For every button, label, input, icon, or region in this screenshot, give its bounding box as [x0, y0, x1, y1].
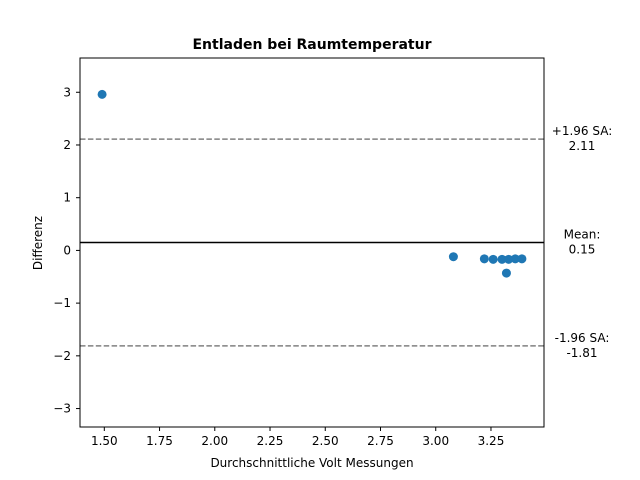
x-tick-label-5: 2.75: [367, 434, 394, 448]
y-tick-label-0: −3: [53, 402, 71, 416]
x-tick-label-4: 2.50: [312, 434, 339, 448]
data-point-3: [488, 254, 498, 264]
data-point-8: [517, 254, 527, 264]
line-annotation-1-0: Mean:: [564, 228, 601, 242]
y-tick-label-5: 2: [63, 138, 71, 152]
x-tick-label-7: 3.25: [478, 434, 505, 448]
y-tick-label-1: −2: [53, 349, 71, 363]
x-tick-label-2: 2.00: [201, 434, 228, 448]
y-axis-label: Differenz: [31, 216, 45, 270]
x-axis-ticks: 1.50 1.75 2.00 2.25 2.50 2.75 3.00 3.25: [91, 427, 504, 448]
plot-frame: [79, 57, 545, 428]
x-tick-label-6: 3.00: [422, 434, 449, 448]
y-tick-label-6: 3: [63, 85, 71, 99]
line-annotation-2-0: -1.96 SA:: [555, 331, 610, 345]
data-point-7: [510, 254, 520, 264]
y-tick-label-3: 0: [63, 243, 71, 257]
y-tick-label-2: −1: [53, 296, 71, 310]
reference-lines: [80, 138, 544, 347]
data-point-1: [448, 252, 458, 262]
y-axis-ticks: −3 −2 −1 0 1 2 3: [53, 85, 80, 416]
data-point-5: [501, 268, 511, 278]
chart-title: Entladen bei Raumtemperatur: [192, 37, 431, 53]
data-point-6: [504, 254, 514, 264]
x-tick-label-3: 2.25: [257, 434, 284, 448]
line-annotation-2-1: -1.81: [566, 346, 597, 360]
x-tick-label-1: 1.75: [146, 434, 173, 448]
line-annotation-0-0: +1.96 SA:: [552, 124, 612, 138]
data-point-0: [97, 89, 107, 99]
data-point-4: [497, 254, 507, 264]
x-axis-label: Durchschnittliche Volt Messungen: [210, 456, 413, 470]
y-tick-label-4: 1: [63, 191, 71, 205]
x-tick-label-0: 1.50: [91, 434, 118, 448]
data-points: [97, 89, 527, 278]
line-annotation-0-1: 2.11: [569, 139, 596, 153]
line-annotations: +1.96 SA:2.11 Mean:0.15 -1.96 SA:-1.81: [552, 124, 612, 360]
data-point-2: [479, 254, 489, 264]
line-annotation-1-1: 0.15: [569, 243, 596, 257]
